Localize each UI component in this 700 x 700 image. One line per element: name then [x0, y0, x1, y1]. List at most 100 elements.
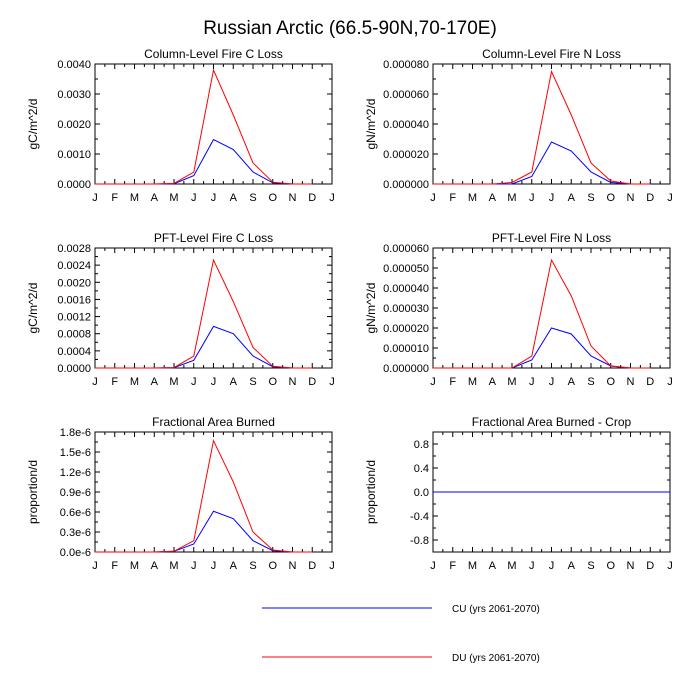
y-tick-label: 0.0012: [57, 312, 91, 324]
plot-frame: [94, 63, 333, 185]
x-tick-label: J: [191, 376, 197, 388]
y-tick-label: -0.8: [410, 535, 429, 547]
x-tick-label: O: [606, 192, 615, 204]
y-tick-label: 0.0010: [57, 149, 91, 161]
x-tick-label: A: [230, 560, 238, 572]
series-line-du: [95, 439, 313, 553]
x-tick-label: J: [92, 192, 98, 204]
x-tick-label: J: [211, 560, 217, 572]
chart-panel-2: Column-Level Fire N Loss gN/m^2/d 0.000000…: [364, 47, 673, 204]
x-tick-label: A: [151, 560, 159, 572]
y-tick-label: 0.0016: [57, 294, 91, 306]
y-tick-label: 0.000020: [383, 323, 429, 335]
y-tick-label: 0.000000: [383, 363, 429, 375]
y-tick-label: 0.000040: [383, 283, 429, 295]
legend-label-cu: CU (yrs 2061-2070): [452, 604, 540, 615]
x-tick-label: A: [489, 192, 497, 204]
x-tick-label: O: [606, 376, 615, 388]
series-line-cu: [95, 138, 313, 185]
x-tick-label: J: [667, 560, 673, 572]
x-tick-label: M: [468, 560, 477, 572]
x-tick-label: J: [529, 192, 535, 204]
x-tick-label: S: [249, 560, 256, 572]
x-tick-label: J: [211, 376, 217, 388]
y-tick-label: 1.8e-6: [60, 427, 91, 439]
x-tick-label: A: [568, 192, 576, 204]
y-axis-label: proportion/d: [26, 460, 40, 524]
y-tick-label: 0.0000: [57, 363, 91, 375]
x-tick-label: S: [587, 560, 594, 572]
series-line-cu: [95, 510, 313, 553]
x-tick-label: F: [111, 376, 118, 388]
y-axis-label: gN/m^2/d: [364, 99, 378, 150]
x-tick-label: J: [430, 192, 436, 204]
x-tick-label: J: [549, 192, 555, 204]
x-tick-label: M: [507, 560, 516, 572]
x-tick-label: J: [92, 376, 98, 388]
y-tick-label: 0.0: [414, 487, 429, 499]
y-tick-label: 0.3e-6: [60, 527, 91, 539]
x-tick-label: N: [289, 376, 297, 388]
panel-title: Column-Level Fire N Loss: [482, 47, 621, 61]
y-tick-label: 0.000060: [383, 243, 429, 255]
x-tick-label: S: [249, 192, 256, 204]
x-tick-label: A: [230, 376, 238, 388]
x-tick-label: D: [646, 192, 654, 204]
x-tick-label: F: [449, 560, 456, 572]
x-tick-label: J: [329, 192, 335, 204]
chart-panel-6: Fractional Area Burned - Crop proportion/…: [364, 415, 673, 572]
y-tick-label: 1.2e-6: [60, 467, 91, 479]
x-tick-label: M: [507, 376, 516, 388]
legend-label-du: DU (yrs 2061-2070): [452, 653, 540, 664]
y-tick-label: 0.0020: [57, 119, 91, 131]
x-tick-label: N: [627, 376, 635, 388]
y-tick-label: 0.0028: [57, 243, 91, 255]
x-tick-label: J: [430, 560, 436, 572]
x-tick-label: J: [211, 192, 217, 204]
x-tick-label: M: [130, 560, 139, 572]
x-tick-label: N: [289, 192, 297, 204]
x-tick-label: J: [191, 560, 197, 572]
x-tick-label: M: [130, 192, 139, 204]
y-axis-label: gN/m^2/d: [364, 283, 378, 334]
panel-title: PFT-Level Fire C Loss: [154, 231, 273, 245]
y-tick-label: 0.0000: [57, 179, 91, 191]
x-tick-label: J: [329, 560, 335, 572]
x-tick-label: M: [169, 192, 178, 204]
plot-frame: [94, 247, 333, 369]
y-tick-label: 0.000000: [383, 179, 429, 191]
panel-title: Fractional Area Burned - Crop: [472, 415, 632, 429]
y-tick-label: 0.000010: [383, 343, 429, 355]
x-tick-label: O: [268, 376, 277, 388]
series-line-cu: [433, 141, 651, 185]
y-tick-label: 1.5e-6: [60, 447, 91, 459]
y-tick-label: 0.000080: [383, 59, 429, 71]
x-tick-label: J: [529, 376, 535, 388]
x-tick-label: N: [627, 560, 635, 572]
x-tick-label: F: [111, 192, 118, 204]
x-tick-label: J: [430, 376, 436, 388]
plot-frame: [432, 63, 671, 185]
y-axis-label: gC/m^2/d: [26, 283, 40, 334]
x-tick-label: D: [308, 376, 316, 388]
x-tick-label: A: [230, 192, 238, 204]
y-tick-label: 0.9e-6: [60, 487, 91, 499]
panel-title: Fractional Area Burned: [152, 415, 275, 429]
series-line-du: [95, 68, 313, 185]
y-tick-label: 0.4: [414, 463, 429, 475]
x-tick-label: M: [169, 560, 178, 572]
series-line-du: [433, 69, 651, 185]
y-tick-label: 0.0024: [57, 260, 91, 272]
x-tick-label: J: [667, 376, 673, 388]
y-tick-label: 0.0040: [57, 59, 91, 71]
series-line-du: [95, 258, 313, 369]
x-tick-label: O: [606, 560, 615, 572]
y-tick-label: 0.0030: [57, 89, 91, 101]
y-tick-label: 0.0008: [57, 329, 91, 341]
y-tick-label: 0.6e-6: [60, 507, 91, 519]
chart-panel-3: PFT-Level Fire C Loss gC/m^2/d 0.0000 0.000…: [26, 231, 335, 388]
panel-title: PFT-Level Fire N Loss: [492, 231, 611, 245]
x-tick-label: F: [111, 560, 118, 572]
y-tick-label: 0.8: [414, 439, 429, 451]
